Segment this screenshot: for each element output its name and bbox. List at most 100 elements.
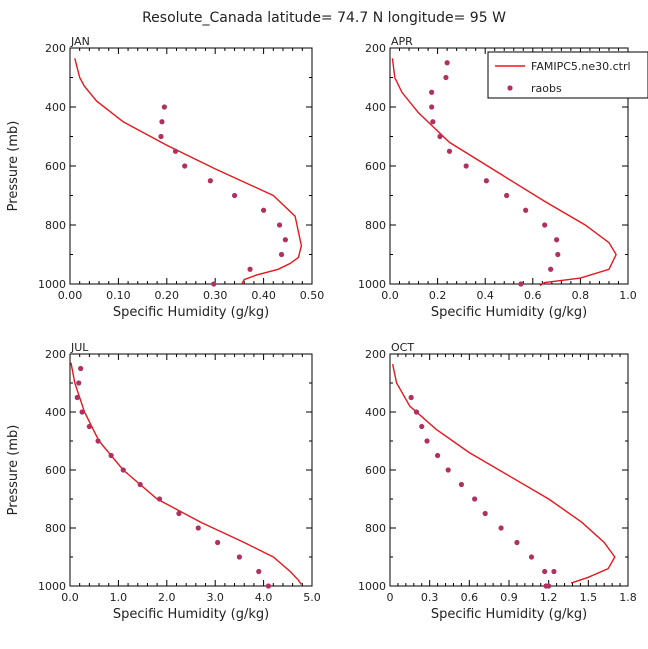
jul-ytick-label: 1000 bbox=[38, 580, 66, 593]
apr-xtick-label: 0.0 bbox=[381, 289, 399, 302]
oct-raobs-point bbox=[445, 467, 451, 473]
jul-xtick-label: 1.0 bbox=[110, 591, 128, 604]
oct-panel-title: OCT bbox=[391, 341, 414, 354]
jul-ytick-label: 400 bbox=[45, 406, 66, 419]
oct-raobs-point bbox=[482, 510, 488, 517]
jul-raobs-point bbox=[215, 539, 221, 546]
apr-raobs-point bbox=[446, 148, 453, 154]
apr-xtick-label: 0.2 bbox=[429, 289, 447, 302]
apr-panel-title: APR bbox=[391, 35, 413, 48]
jul-plot-frame bbox=[69, 353, 313, 587]
jan-raobs-point bbox=[158, 133, 164, 140]
oct-raobs-point bbox=[542, 568, 548, 575]
oct-raobs-point bbox=[498, 525, 504, 531]
jan-raobs-point bbox=[282, 237, 288, 243]
apr-raobs-point bbox=[548, 266, 554, 272]
jan-ytick-label: 1000 bbox=[38, 278, 66, 291]
jul-raobs-point bbox=[137, 481, 143, 488]
jul-xaxis-label: Specific Humidity (g/kg) bbox=[113, 607, 269, 622]
jul-raobs-point bbox=[156, 496, 163, 502]
jan-raobs-point bbox=[247, 266, 253, 272]
apr-xtick-label: 0.4 bbox=[476, 289, 494, 302]
jan-xtick-label: 0.20 bbox=[155, 289, 180, 302]
jan-raobs-point bbox=[207, 178, 213, 184]
jan-raobs-point bbox=[182, 163, 188, 169]
oct-ytick-label: 200 bbox=[365, 348, 386, 361]
legend: FAMIPC5.ne30.ctrl raobs bbox=[487, 51, 648, 99]
jan-raobs-point bbox=[278, 251, 285, 258]
panel-apr: APR 0.0 0.2 0.4 0.6 0.8 1.0 200 400 600 800 1000 Spe… bbox=[358, 35, 637, 320]
apr-raobs-point bbox=[437, 133, 443, 140]
jan-panel-title: JAN bbox=[70, 35, 90, 48]
jul-raobs-point bbox=[265, 583, 272, 589]
jul-raobs-point bbox=[256, 568, 262, 575]
oct-raobs-point bbox=[472, 496, 478, 502]
oct-xtick-label: 1.5 bbox=[580, 591, 598, 604]
jan-xtick-label: 0.50 bbox=[300, 289, 325, 302]
jan-ytick-label: 200 bbox=[45, 42, 66, 55]
jan-xtick-label: 0.00 bbox=[58, 289, 83, 302]
oct-raobs-point bbox=[413, 409, 420, 415]
jul-raobs-point bbox=[79, 409, 85, 415]
panel-oct: OCT 0 0.3 0.6 0.9 1.2 1.5 1.8 200 400 600 800 1000 Sp… bbox=[358, 341, 637, 622]
jul-raobs-point bbox=[108, 452, 114, 459]
oct-plot-frame bbox=[389, 353, 629, 587]
panel-jan: JAN 0.00 0.10 0.20 0.30 0.40 0.50 200 400 600 800 1… bbox=[6, 35, 324, 320]
apr-raobs-point bbox=[542, 222, 548, 228]
oct-xtick-label: 0 bbox=[387, 591, 394, 604]
oct-raobs-point bbox=[424, 438, 430, 444]
oct-xaxis-label: Specific Humidity (g/kg) bbox=[431, 607, 587, 622]
apr-raobs-point bbox=[429, 104, 435, 110]
jul-ytick-label: 800 bbox=[45, 522, 66, 535]
jan-raobs-point bbox=[231, 192, 238, 199]
figure-title: Resolute_Canada latitude= 74.7 N longitu… bbox=[142, 10, 506, 26]
jul-raobs-point bbox=[95, 438, 101, 444]
apr-raobs-point bbox=[555, 251, 561, 258]
legend-marker-swatch bbox=[507, 85, 513, 91]
oct-xtick-label: 1.2 bbox=[540, 591, 558, 604]
jan-ytick-label: 400 bbox=[45, 101, 66, 114]
jul-xtick-label: 4.0 bbox=[255, 591, 273, 604]
jul-raobs-point bbox=[120, 467, 126, 473]
apr-raobs-point bbox=[429, 89, 435, 95]
oct-raobs-point bbox=[419, 423, 425, 430]
apr-xtick-label: 0.8 bbox=[572, 289, 590, 302]
jan-xtick-label: 0.40 bbox=[251, 289, 276, 302]
jul-panel-title: JUL bbox=[70, 341, 89, 354]
jul-yaxis-label: Pressure (mb) bbox=[6, 425, 21, 516]
apr-ytick-label: 1000 bbox=[358, 278, 386, 291]
apr-raobs-point bbox=[504, 192, 510, 199]
jul-raobs-point bbox=[76, 380, 82, 386]
jul-raobs-point bbox=[78, 365, 84, 372]
apr-raobs-point bbox=[444, 60, 450, 66]
apr-xaxis-label: Specific Humidity (g/kg) bbox=[431, 305, 587, 320]
apr-model-line bbox=[391, 58, 617, 287]
jan-yaxis-label: Pressure (mb) bbox=[6, 121, 21, 212]
oct-raobs-point bbox=[528, 554, 535, 560]
apr-raobs-point bbox=[430, 119, 436, 125]
jan-ytick-label: 800 bbox=[45, 219, 66, 232]
jan-ytick-label: 600 bbox=[45, 160, 66, 173]
jan-raobs-point bbox=[159, 119, 165, 125]
jan-raobs-point bbox=[172, 148, 179, 154]
jul-xtick-label: 3.0 bbox=[206, 591, 224, 604]
oct-raobs-point bbox=[435, 452, 441, 459]
legend-obs-label: raobs bbox=[531, 82, 562, 95]
jul-ytick-label: 200 bbox=[45, 348, 66, 361]
apr-ytick-label: 800 bbox=[365, 219, 386, 232]
jan-raobs-point bbox=[161, 104, 167, 110]
apr-ytick-label: 600 bbox=[365, 160, 386, 173]
apr-raobs-point bbox=[463, 163, 469, 169]
oct-xtick-label: 0.6 bbox=[461, 591, 479, 604]
apr-xtick-label: 1.0 bbox=[619, 289, 637, 302]
oct-raobs-point bbox=[408, 394, 414, 401]
legend-box bbox=[487, 51, 648, 99]
apr-ytick-label: 400 bbox=[365, 101, 386, 114]
oct-ytick-label: 400 bbox=[365, 406, 386, 419]
oct-raobs-point bbox=[514, 539, 520, 546]
jul-raobs-point bbox=[236, 554, 242, 560]
oct-ytick-label: 800 bbox=[365, 522, 386, 535]
jan-plot-frame bbox=[69, 47, 313, 285]
oct-xtick-label: 0.9 bbox=[500, 591, 518, 604]
